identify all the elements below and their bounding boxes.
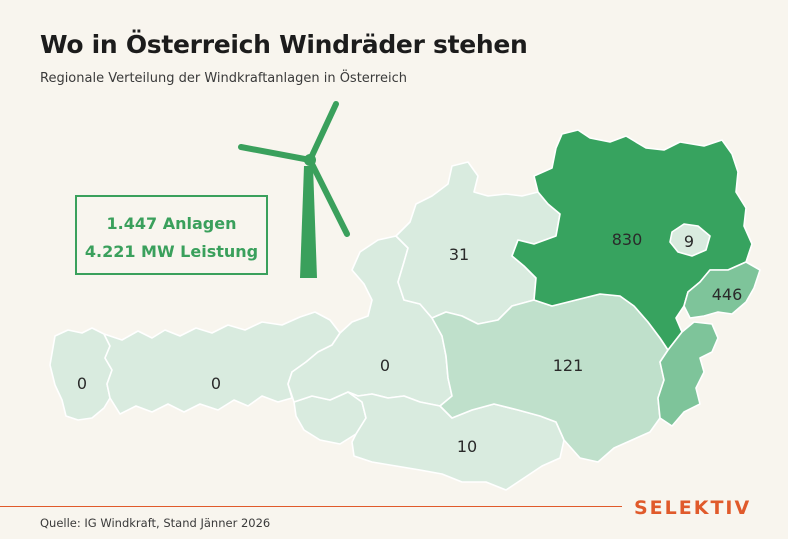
- footer-divider: [0, 506, 622, 507]
- stats-capacity: 4.221 MW Leistung: [84, 242, 259, 261]
- stats-box: 1.447 Anlagen 4.221 MW Leistung: [75, 195, 268, 275]
- region-kaernten[interactable]: [347, 391, 565, 491]
- wind-turbine-icon: [238, 101, 350, 278]
- source-note: Quelle: IG Windkraft, Stand Jänner 2026: [40, 516, 271, 530]
- label-burgenland: 446: [712, 285, 743, 304]
- label-vorarlberg: 0: [77, 374, 87, 393]
- label-salzburg: 0: [380, 356, 390, 375]
- label-niederoesterreich: 830: [612, 230, 643, 249]
- region-wien[interactable]: [669, 223, 711, 257]
- chart-title: Wo in Österreich Windräder stehen: [40, 30, 528, 59]
- label-kaernten: 10: [457, 437, 477, 456]
- label-oberoesterreich: 31: [449, 245, 469, 264]
- chart-subtitle: Regionale Verteilung der Windkraftanlage…: [40, 71, 407, 86]
- label-steiermark: 121: [553, 356, 584, 375]
- label-tirol: 0: [211, 374, 221, 393]
- region-labels: 0 0 0 31 10 121 830 9 446: [77, 230, 742, 456]
- stats-installations: 1.447 Anlagen: [106, 214, 237, 233]
- brand-logo: SELEKTIV: [634, 497, 752, 519]
- region-burgenland[interactable]: [657, 261, 761, 427]
- label-wien: 9: [684, 232, 694, 251]
